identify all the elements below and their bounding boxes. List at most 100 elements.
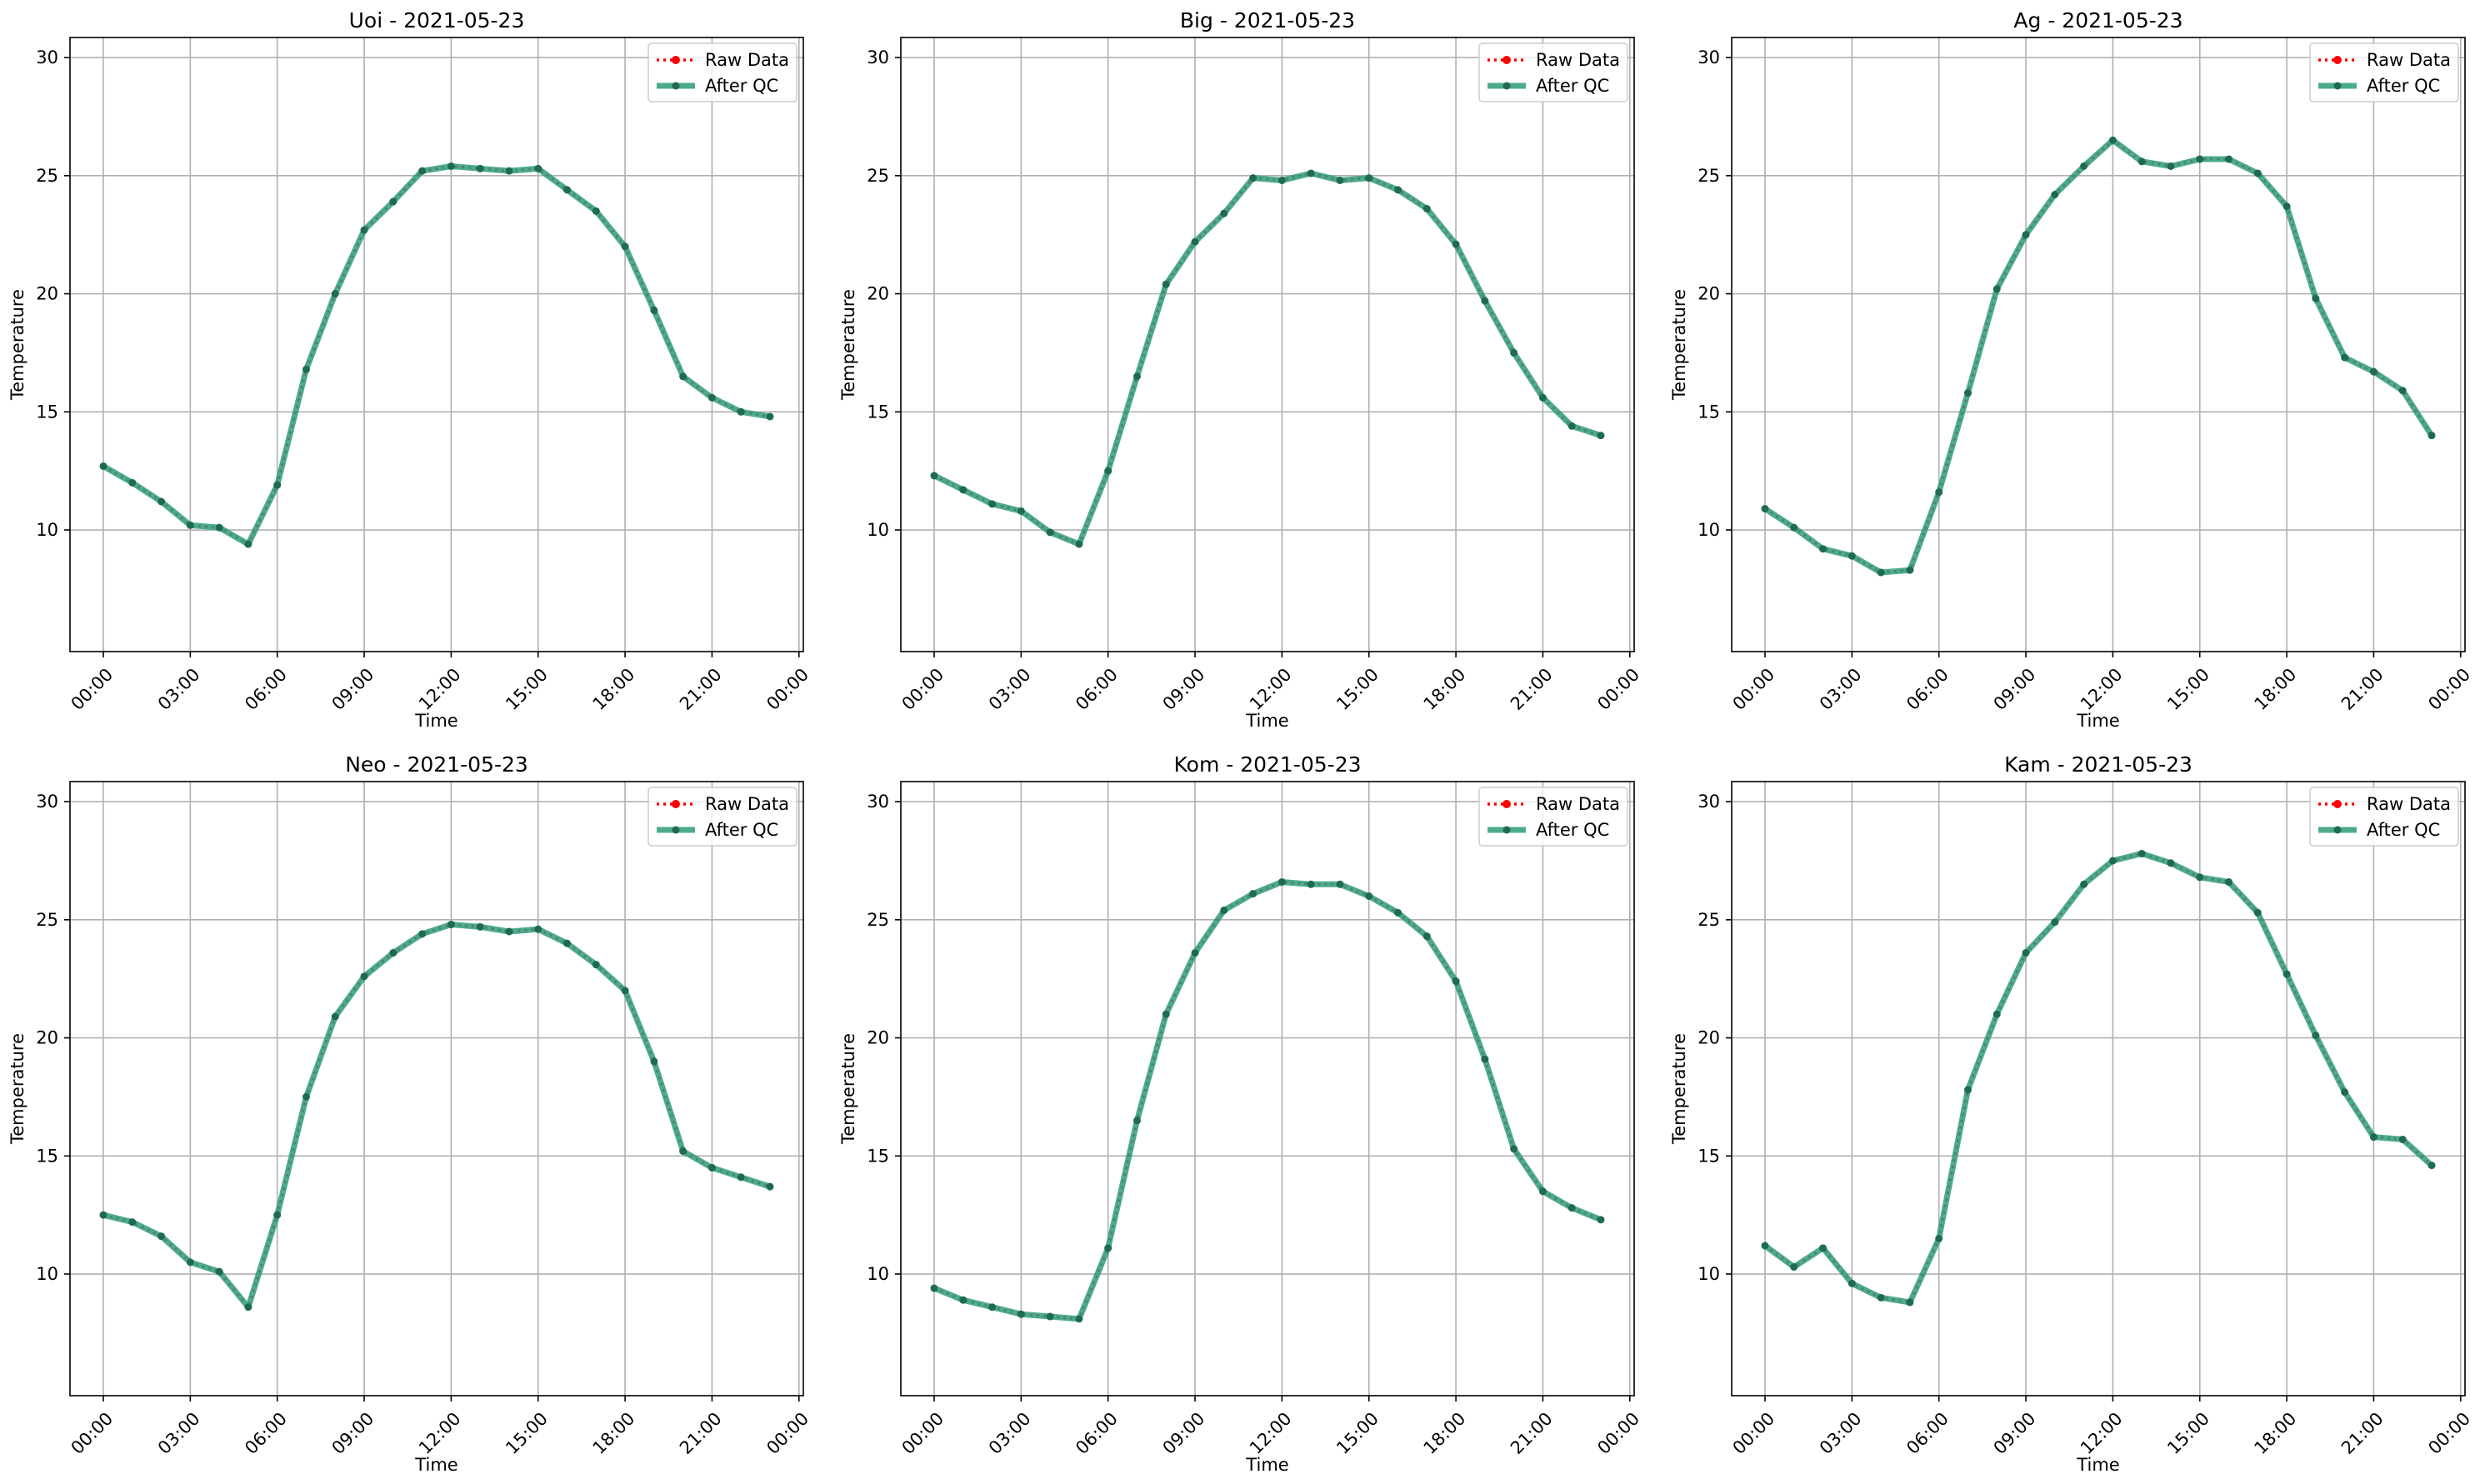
after-qc-point <box>1191 949 1199 957</box>
x-tick-label: 06:00 <box>241 1408 291 1458</box>
after-qc-point <box>1906 566 1914 574</box>
after-qc-point <box>2312 1032 2320 1040</box>
after-qc-point <box>1249 890 1258 898</box>
after-qc-point <box>1249 174 1258 182</box>
after-qc-point <box>1848 552 1856 560</box>
after-qc-point <box>1510 348 1518 357</box>
chart-panel-0: 00:00 03:00 06:00 09:00 12:00 15:00 18:00 21:00… <box>8 8 812 731</box>
y-tick-label: 15 <box>1698 1146 1720 1166</box>
after-qc-point <box>302 365 310 373</box>
after-qc-point <box>1906 1298 1914 1307</box>
after-qc-point <box>505 927 513 936</box>
y-tick-label: 15 <box>1698 402 1720 422</box>
after-qc-point <box>1017 1310 1025 1318</box>
chart-title: Uoi - 2021-05-23 <box>349 8 525 32</box>
after-qc-point <box>1365 174 1373 182</box>
legend-qc-label: After QC <box>2367 76 2440 96</box>
after-qc-point <box>1336 176 1344 184</box>
x-tick-label: 00:00 <box>2424 1408 2474 1458</box>
after-qc-point <box>2225 155 2233 163</box>
x-tick-label: 00:00 <box>1593 1408 1643 1458</box>
after-qc-point <box>1075 1315 1083 1323</box>
after-qc-point <box>737 1173 745 1182</box>
x-tick-label: 21:00 <box>2338 664 2388 714</box>
after-qc-point <box>505 167 513 175</box>
after-qc-line <box>102 921 772 1311</box>
after-qc-point <box>2369 367 2378 376</box>
after-qc-point <box>1452 240 1460 248</box>
y-axis-label: Temperature <box>8 289 28 401</box>
y-tick-label: 30 <box>867 792 889 812</box>
after-qc-point <box>1761 505 1769 513</box>
after-qc-point <box>1365 892 1373 900</box>
x-tick-label: 12:00 <box>415 664 465 714</box>
after-qc-point <box>2341 353 2349 362</box>
after-qc-point <box>389 949 398 957</box>
raw-data-line <box>1764 852 2433 1304</box>
legend: Raw Data After QC <box>1478 787 1628 847</box>
after-qc-point <box>1422 205 1431 213</box>
after-qc-point <box>2428 432 2436 440</box>
raw-data-line <box>102 164 771 547</box>
after-qc-point <box>1191 237 1199 246</box>
legend-raw-marker <box>2333 56 2342 64</box>
x-tick-label: 03:00 <box>154 1408 204 1458</box>
y-tick-label: 30 <box>36 792 58 812</box>
x-tick-label: 03:00 <box>154 664 204 714</box>
x-tick-label: 12:00 <box>2077 1408 2127 1458</box>
x-tick-label: 06:00 <box>1902 1408 1952 1458</box>
x-tick-label: 09:00 <box>328 1408 378 1458</box>
y-tick-label: 30 <box>36 47 58 67</box>
x-tick-label: 00:00 <box>68 664 118 714</box>
x-tick-label: 15:00 <box>1332 1408 1382 1458</box>
chart-panel-3: 00:00 03:00 06:00 09:00 12:00 15:00 18:00 21:00… <box>8 752 812 1475</box>
legend-raw-marker <box>672 56 680 64</box>
legend-raw-label: Raw Data <box>2367 50 2451 70</box>
legend-raw-label: Raw Data <box>705 794 789 814</box>
after-qc-point <box>766 1182 774 1191</box>
after-qc-point <box>2022 231 2030 239</box>
after-qc-point <box>302 1092 310 1101</box>
legend-qc-marker <box>2333 82 2342 90</box>
y-axis-label: Temperature <box>838 289 858 401</box>
after-qc-point <box>737 407 745 416</box>
legend-qc-label: After QC <box>1536 820 1609 840</box>
y-tick-label: 20 <box>867 284 889 304</box>
y-tick-label: 15 <box>867 402 889 422</box>
x-tick-label: 09:00 <box>1159 664 1209 714</box>
after-qc-point <box>1790 523 1798 532</box>
after-qc-point <box>128 478 137 487</box>
x-axis-label: Time <box>414 711 458 731</box>
chart-panel-5: 00:00 03:00 06:00 09:00 12:00 15:00 18:00 21:00… <box>1669 752 2474 1475</box>
after-qc-point <box>158 497 166 506</box>
x-tick-label: 03:00 <box>985 664 1035 714</box>
after-qc-point <box>1394 186 1402 194</box>
after-qc-point <box>1278 877 1286 886</box>
after-qc-point <box>1935 1234 1943 1242</box>
after-qc-point <box>186 1258 194 1267</box>
after-qc-point <box>1452 977 1460 986</box>
x-tick-label: 00:00 <box>2424 664 2474 714</box>
chart-title: Ag - 2021-05-23 <box>2013 8 2182 32</box>
after-qc-point <box>1307 169 1315 177</box>
legend-qc-marker <box>672 826 680 834</box>
after-qc-point <box>1162 1010 1170 1018</box>
after-qc-point <box>563 939 572 947</box>
after-qc-point <box>476 164 484 172</box>
after-qc-point <box>99 1211 108 1219</box>
after-qc-point <box>1568 1204 1576 1212</box>
x-tick-label: 06:00 <box>1072 1408 1122 1458</box>
x-tick-label: 21:00 <box>1507 664 1557 714</box>
after-qc-point <box>1761 1242 1769 1250</box>
after-qc-point <box>2398 1135 2407 1143</box>
x-tick-label: 06:00 <box>1902 664 1952 714</box>
after-qc-point <box>592 207 600 215</box>
after-qc-point <box>2108 857 2117 865</box>
chart-title: Big - 2021-05-23 <box>1180 8 1355 32</box>
after-qc-point <box>679 372 688 381</box>
after-qc-point <box>592 961 600 969</box>
x-tick-label: 09:00 <box>328 664 378 714</box>
x-tick-label: 12:00 <box>415 1408 465 1458</box>
x-tick-label: 21:00 <box>676 1408 726 1458</box>
